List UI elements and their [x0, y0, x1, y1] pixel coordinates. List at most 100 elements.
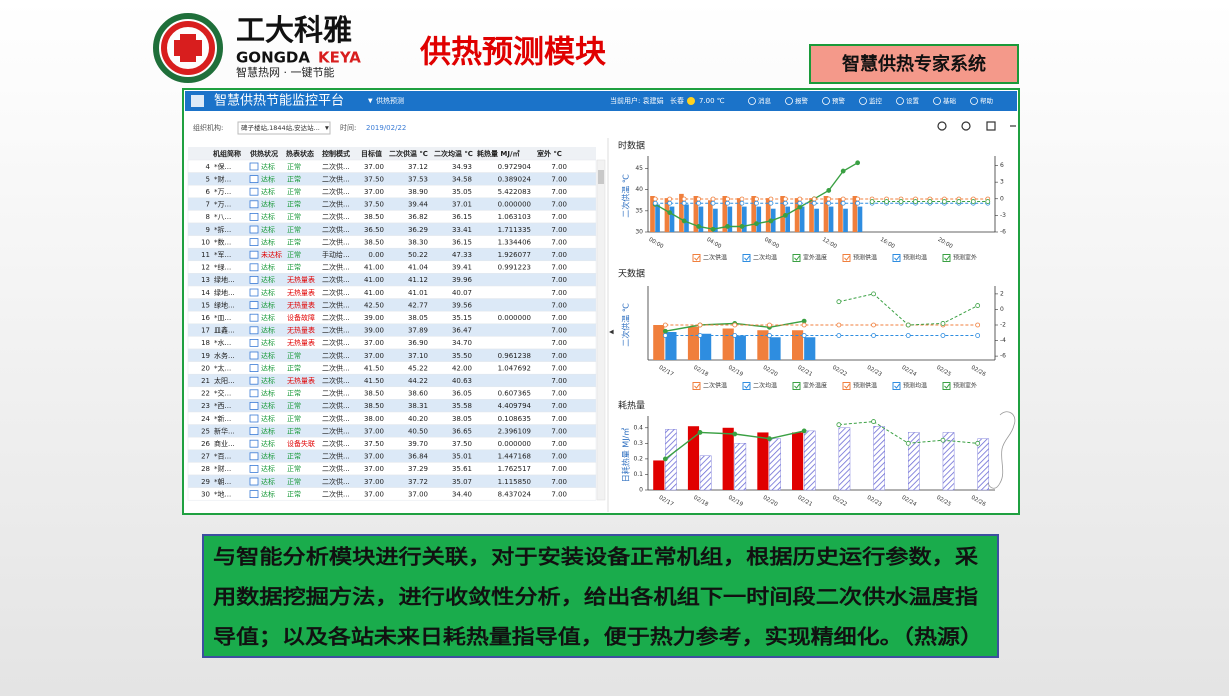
point	[826, 196, 832, 202]
table-cell: 正常	[287, 263, 301, 272]
collapse-arrow[interactable]: ◀	[609, 329, 614, 336]
point	[940, 437, 946, 443]
legend-check	[944, 383, 950, 389]
table-row	[187, 411, 597, 425]
table-cell: 正常	[287, 389, 301, 398]
table-cell: 0.972904	[498, 163, 532, 171]
bar	[693, 196, 699, 232]
status-icon	[249, 200, 259, 209]
table-row	[187, 260, 597, 274]
table-row	[187, 235, 597, 249]
table-cell: 二次供...	[322, 200, 350, 209]
nav-item[interactable]: 消息	[758, 96, 772, 105]
table-cell: *交...	[214, 389, 231, 398]
table-cell: 无热量表	[287, 376, 315, 385]
table-cell: 35.58	[452, 402, 472, 410]
table-cell: 达标	[261, 326, 275, 335]
table-cell: 未达标	[261, 250, 282, 259]
y-tick-label: 0.4	[633, 424, 643, 431]
table-cell: 0.00	[368, 251, 384, 259]
nav-item[interactable]: 预警	[832, 96, 846, 105]
menu[interactable]: 供热预测	[376, 96, 404, 105]
point	[732, 431, 738, 437]
bar	[653, 460, 665, 490]
legend-label: 二次均温	[753, 382, 777, 390]
table-cell: 38.50	[364, 213, 384, 221]
legend-check	[744, 383, 750, 389]
point	[941, 199, 947, 204]
nav-item[interactable]: 帮助	[980, 96, 994, 105]
point	[667, 200, 673, 206]
org-select[interactable]	[237, 121, 331, 135]
point	[855, 196, 861, 202]
table-cell: *皿...	[214, 314, 231, 322]
table-cell: 二次供...	[322, 300, 350, 309]
table-cell: 41.00	[364, 276, 384, 284]
table-cell: 38.50	[364, 402, 384, 410]
table-cell: 7.00	[551, 364, 567, 372]
point	[884, 199, 889, 204]
table-cell: 11	[201, 251, 210, 259]
table-cell: 达标	[261, 426, 275, 435]
table-cell: 39.70	[408, 440, 428, 448]
table-cell: 21	[201, 377, 210, 385]
nav-item[interactable]: 设置	[906, 96, 920, 105]
table-row	[187, 172, 597, 186]
table-cell: 37.00	[364, 188, 384, 196]
table-cell: 8	[206, 213, 210, 221]
bar	[785, 206, 791, 232]
table-cell: 39.56	[452, 301, 473, 309]
table-cell: 36.50	[364, 226, 384, 234]
table-cell: 38.31	[408, 402, 428, 410]
bar	[814, 208, 819, 232]
table-cell: 37.00	[364, 352, 384, 360]
table-cell: 正常	[287, 489, 301, 498]
bar	[838, 427, 851, 491]
point	[855, 160, 861, 166]
toolbar-icons[interactable]	[937, 121, 1016, 131]
table-cell: 达标	[261, 439, 275, 448]
point	[840, 196, 846, 202]
point	[855, 200, 861, 206]
table-cell: 35.15	[452, 314, 472, 322]
y-axis-label: 日耗热量 MJ/㎡	[621, 428, 631, 483]
table-cell: 二次供...	[322, 187, 350, 196]
table-cell: 39.96	[452, 276, 473, 284]
table-cell: 29	[201, 478, 210, 486]
y2-tick-label: -2	[1000, 322, 1006, 329]
table-cell: 37.01	[452, 201, 472, 209]
table-row	[187, 197, 597, 211]
table-cell: 37.00	[364, 339, 384, 347]
bar	[794, 198, 800, 232]
bar	[684, 204, 689, 232]
table-cell: 二次供...	[322, 225, 350, 234]
legend-checkbox	[692, 254, 701, 262]
table-cell: 45.22	[408, 364, 428, 372]
table-cell: 37.12	[408, 163, 428, 171]
point	[662, 322, 668, 328]
status-icon	[249, 401, 259, 410]
brand: 工大科雅	[236, 13, 352, 47]
time-value[interactable]: 2019/02/22	[366, 124, 406, 132]
table-cell: 7.00	[551, 402, 567, 410]
point	[782, 212, 788, 218]
nav-item[interactable]: 基础	[943, 96, 957, 105]
table-row	[187, 462, 597, 476]
table-cell: 36.82	[408, 213, 428, 221]
table-cell: 二次供...	[322, 426, 350, 435]
nav-item[interactable]: 监控	[869, 96, 883, 105]
bar	[734, 443, 747, 491]
y2-tick-label: 0	[1000, 306, 1004, 313]
table-cell: 1.926077	[498, 251, 531, 259]
table-cell: 41.12	[408, 276, 428, 284]
y2-tick-label: -6	[1000, 229, 1006, 236]
point	[871, 291, 876, 297]
table-cell: 0.991223	[498, 264, 531, 272]
table-cell: 37.00	[364, 465, 384, 473]
table-cell: 33.41	[452, 226, 472, 234]
point	[975, 322, 981, 328]
figure-sketch	[987, 411, 1016, 489]
table-cell: 15	[201, 301, 210, 309]
legend-check	[844, 383, 850, 389]
nav-item[interactable]: 报警	[795, 96, 809, 105]
